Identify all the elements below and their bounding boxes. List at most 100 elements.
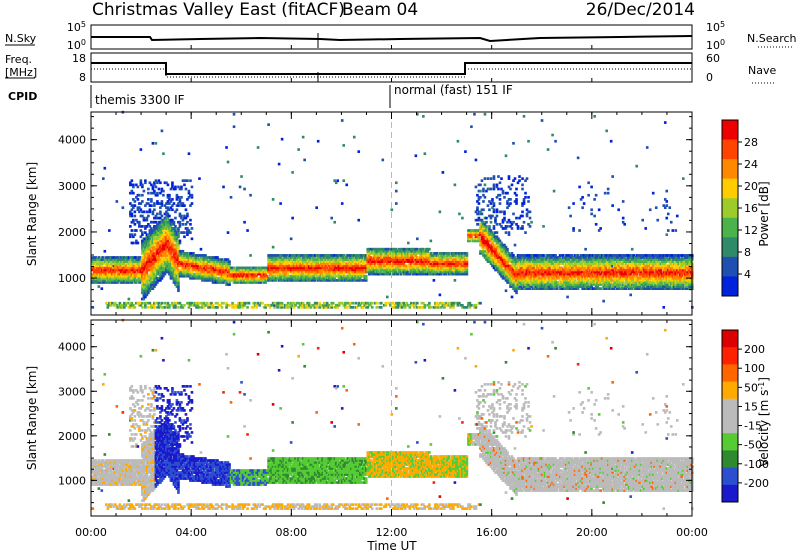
- power-cell: [135, 195, 138, 199]
- power-cell: [506, 191, 509, 195]
- power-cell: [145, 247, 149, 251]
- power-cell: [129, 212, 132, 216]
- power-cell: [153, 274, 156, 278]
- power-cell: [103, 249, 107, 253]
- power-cell: [124, 274, 128, 278]
- power-cell: [105, 262, 108, 266]
- power-cell: [142, 274, 146, 278]
- power-cell: [159, 247, 162, 251]
- power-cell: [150, 241, 153, 245]
- power-cell: [171, 227, 174, 230]
- power-cell: [171, 245, 174, 249]
- power-cell: [160, 262, 164, 266]
- power-cell: [135, 262, 138, 266]
- power-cell: [171, 249, 174, 253]
- power-cell: [120, 303, 123, 307]
- power-cell: [105, 276, 108, 280]
- power-cell: [172, 229, 176, 232]
- power-cell: [120, 264, 123, 268]
- power-cell: [103, 281, 107, 284]
- power-cell: [129, 264, 132, 268]
- power-cell: [162, 264, 165, 268]
- power-cell: [171, 268, 174, 272]
- power-cell: [105, 260, 108, 264]
- power-cell: [151, 281, 155, 284]
- power-cell: [160, 266, 164, 270]
- power-cell: [100, 268, 104, 272]
- power-cell: [145, 216, 149, 220]
- power-cell: [482, 200, 485, 203]
- power-cell: [159, 252, 162, 255]
- power-cell: [97, 279, 101, 282]
- power-cell: [136, 206, 140, 210]
- power-cell: [111, 264, 114, 268]
- power-cell: [175, 285, 179, 288]
- power-cell: [169, 206, 173, 210]
- power-cell: [117, 256, 120, 259]
- power-cell: [91, 306, 95, 309]
- power-cell: [174, 225, 177, 228]
- power-cell: [165, 256, 168, 259]
- power-cell: [150, 266, 153, 270]
- power-cell: [123, 258, 126, 261]
- power-cell: [130, 179, 134, 183]
- power-cell: [132, 264, 135, 268]
- power-cell: [159, 237, 162, 241]
- power-cell: [91, 281, 95, 284]
- power-cell: [141, 279, 144, 282]
- power-cell: [139, 202, 143, 205]
- power-cell: [121, 303, 125, 307]
- power-cell: [159, 222, 162, 226]
- power-cell: [464, 150, 467, 153]
- power-cell: [172, 233, 176, 237]
- power-cell: [150, 183, 153, 187]
- power-cell: [171, 222, 174, 226]
- power-cell: [159, 212, 162, 216]
- power-cell: [174, 281, 177, 284]
- power-cell: [103, 262, 107, 266]
- power-cell: [133, 276, 137, 280]
- power-cell: [129, 202, 132, 205]
- power-cell: [160, 270, 164, 274]
- power-cell: [172, 231, 176, 234]
- power-cell: [139, 258, 143, 261]
- power-cell: [100, 264, 104, 268]
- power-cell: [171, 231, 174, 234]
- power-cell: [141, 260, 144, 264]
- power-cell: [154, 281, 158, 284]
- power-cell: [133, 268, 137, 272]
- power-cell: [129, 183, 132, 187]
- power-cell: [160, 239, 164, 243]
- power-cell: [91, 264, 95, 268]
- power-cell: [141, 283, 144, 286]
- power-cell: [133, 281, 137, 284]
- power-cell: [153, 303, 156, 307]
- power-cell: [159, 241, 162, 245]
- power-cell: [154, 193, 158, 197]
- power-cell: [530, 220, 533, 224]
- power-cell: [163, 233, 167, 237]
- power-cell: [154, 301, 158, 305]
- power-cell: [142, 283, 146, 286]
- power-cell: [117, 262, 120, 266]
- power-cell: [109, 266, 113, 270]
- power-cell: [135, 260, 138, 264]
- power-cell: [109, 262, 113, 266]
- power-cell: [162, 306, 165, 309]
- power-cell: [154, 260, 158, 264]
- power-cell: [141, 233, 144, 237]
- power-cell: [108, 276, 111, 280]
- power-cell: [139, 266, 143, 270]
- power-cell: [148, 229, 152, 232]
- power-cell: [160, 231, 164, 234]
- power-cell: [169, 239, 173, 243]
- power-cell: [166, 262, 170, 266]
- power-cell: [174, 237, 177, 241]
- power-cell: [138, 258, 141, 261]
- power-cell: [381, 158, 385, 162]
- power-cell: [120, 262, 123, 266]
- power-cell: [160, 252, 164, 255]
- power-cell: [151, 283, 155, 286]
- power-cell: [174, 266, 177, 270]
- power-cell: [141, 301, 144, 305]
